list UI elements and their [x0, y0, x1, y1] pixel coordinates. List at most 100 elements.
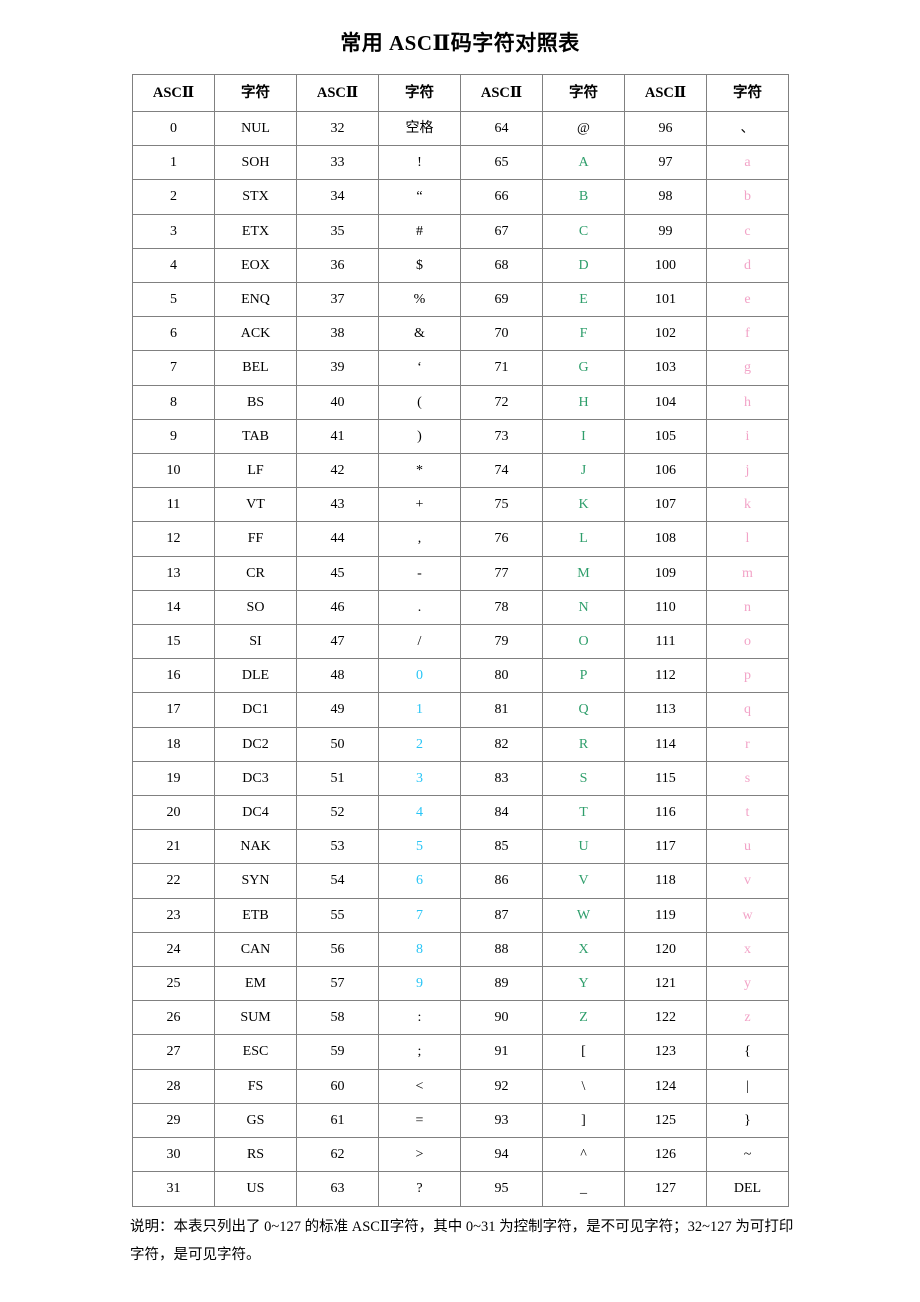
ascii-code-cell: 89	[460, 966, 543, 1002]
table-row: 3 ETX 35 #67 C 99 c	[132, 213, 789, 249]
ascii-char-cell: $	[378, 247, 461, 284]
column-header-char-1: 字符	[214, 74, 297, 112]
ascii-code-cell: 97	[624, 145, 707, 181]
table-row: 2 STX 34 “66 B 98 b	[132, 179, 789, 215]
ascii-code-cell: 19	[132, 760, 215, 797]
ascii-char-cell: ?	[378, 1171, 461, 1207]
ascii-code-cell: 35	[296, 213, 379, 249]
ascii-char-cell: B	[542, 179, 625, 215]
ascii-char-cell: V	[542, 863, 625, 899]
ascii-code-cell: 122	[624, 1000, 707, 1036]
ascii-code-cell: 110	[624, 589, 707, 626]
ascii-code-cell: 1	[132, 145, 215, 181]
ascii-char-cell: |	[706, 1068, 789, 1104]
ascii-char-cell: ENQ	[214, 282, 297, 318]
ascii-code-cell: 88	[460, 931, 543, 968]
ascii-char-cell: NUL	[214, 110, 297, 147]
ascii-char-cell: (	[378, 384, 461, 420]
ascii-char-cell: US	[214, 1171, 297, 1207]
ascii-code-cell: 8	[132, 384, 215, 420]
ascii-code-cell: 45	[296, 555, 379, 591]
table-row: 31 US 63? 95 _ 127 DEL	[132, 1171, 789, 1207]
ascii-code-cell: 51	[296, 760, 379, 797]
ascii-char-cell: a	[706, 145, 789, 181]
ascii-code-cell: 67	[460, 213, 543, 249]
ascii-code-cell: 124	[624, 1068, 707, 1104]
ascii-char-cell: }	[706, 1102, 789, 1139]
ascii-code-cell: 94	[460, 1137, 543, 1173]
ascii-char-cell: d	[706, 247, 789, 284]
ascii-char-cell: P	[542, 658, 625, 694]
column-header-code-1: ASCⅡ	[132, 74, 215, 112]
ascii-char-cell: ETB	[214, 897, 297, 933]
ascii-code-cell: 32	[296, 110, 379, 147]
ascii-char-cell: SO	[214, 589, 297, 626]
ascii-char-cell: Q	[542, 692, 625, 728]
ascii-char-cell: s	[706, 760, 789, 797]
ascii-code-cell: 30	[132, 1137, 215, 1173]
ascii-code-cell: 99	[624, 213, 707, 249]
ascii-code-cell: 41	[296, 418, 379, 455]
ascii-char-cell: N	[542, 589, 625, 626]
ascii-code-cell: 65	[460, 145, 543, 181]
ascii-char-cell: DC3	[214, 760, 297, 797]
ascii-char-cell: {	[706, 1034, 789, 1070]
ascii-char-cell: i	[706, 418, 789, 455]
ascii-code-cell: 31	[132, 1171, 215, 1207]
ascii-char-cell: /	[378, 624, 461, 660]
table-row: 5 ENQ 37% 69 E 101 e	[132, 282, 789, 318]
ascii-code-cell: 24	[132, 931, 215, 968]
ascii-char-cell: m	[706, 555, 789, 591]
table-row: 24 CAN 56 8 88 X 120 x	[132, 931, 789, 968]
ascii-code-cell: 121	[624, 966, 707, 1002]
ascii-char-cell: w	[706, 897, 789, 933]
table-row: 8 BS 40(72 H 104 h	[132, 384, 789, 420]
column-header-code-3: ASCⅡ	[460, 74, 543, 112]
ascii-code-cell: 50	[296, 726, 379, 762]
column-header-code-2: ASCⅡ	[296, 74, 379, 112]
ascii-code-cell: 38	[296, 316, 379, 352]
ascii-char-cell: SOH	[214, 145, 297, 181]
ascii-char-cell: “	[378, 179, 461, 215]
ascii-code-cell: 36	[296, 247, 379, 284]
ascii-code-cell: 109	[624, 555, 707, 591]
table-row: 18 DC2 50 2 82 R 114 r	[132, 726, 789, 762]
footer-note: 说明：本表只列出了 0~127 的标准 ASCⅡ字符，其中 0~31 为控制字符…	[130, 1218, 794, 1263]
ascii-code-cell: 10	[132, 453, 215, 489]
ascii-code-cell: 75	[460, 487, 543, 523]
ascii-code-cell: 114	[624, 726, 707, 762]
ascii-code-cell: 55	[296, 897, 379, 933]
ascii-code-cell: 58	[296, 1000, 379, 1036]
ascii-char-cell: #	[378, 213, 461, 249]
ascii-char-cell: q	[706, 692, 789, 728]
ascii-char-cell: G	[542, 350, 625, 386]
table-row: 14 SO 46. 78 N 110 n	[132, 589, 789, 626]
ascii-code-cell: 33	[296, 145, 379, 181]
ascii-char-cell: I	[542, 418, 625, 455]
ascii-code-cell: 123	[624, 1034, 707, 1070]
table-row: 27 ESC 59; 91[123{	[132, 1034, 789, 1070]
ascii-char-cell: FS	[214, 1068, 297, 1104]
table-row: 16 DLE 48 0 80 P 112 p	[132, 658, 789, 694]
ascii-code-cell: 16	[132, 658, 215, 694]
ascii-code-cell: 108	[624, 521, 707, 557]
ascii-code-cell: 23	[132, 897, 215, 933]
ascii-char-cell: T	[542, 795, 625, 831]
ascii-char-cell: ETX	[214, 213, 297, 249]
ascii-code-cell: 53	[296, 829, 379, 865]
table-row: 22 SYN 54 6 86 V 118 v	[132, 863, 789, 899]
ascii-char-cell: k	[706, 487, 789, 523]
ascii-code-cell: 127	[624, 1171, 707, 1207]
ascii-code-cell: 11	[132, 487, 215, 523]
ascii-char-cell: R	[542, 726, 625, 762]
ascii-code-cell: 92	[460, 1068, 543, 1104]
ascii-code-cell: 83	[460, 760, 543, 797]
ascii-char-cell: :	[378, 1000, 461, 1036]
ascii-char-cell: 1	[378, 692, 461, 728]
ascii-code-cell: 78	[460, 589, 543, 626]
table-row: 30 RS 62 >94 ^ 126 ~	[132, 1137, 789, 1173]
ascii-char-cell: ;	[378, 1034, 461, 1070]
ascii-code-cell: 118	[624, 863, 707, 899]
ascii-char-cell: RS	[214, 1137, 297, 1173]
